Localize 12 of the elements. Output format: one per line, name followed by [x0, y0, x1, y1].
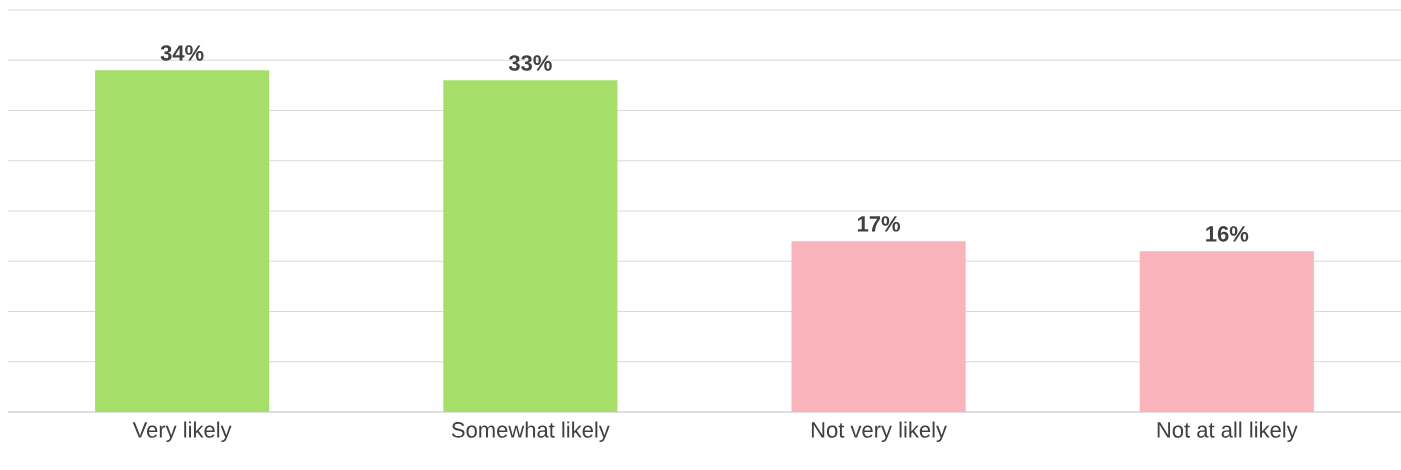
data-label: 33%	[508, 55, 552, 71]
x-tick-label: Somewhat likely	[451, 421, 610, 443]
x-tick-label: Very likely	[132, 421, 232, 443]
bar	[791, 241, 966, 412]
x-tick-label: Not at all likely	[1157, 421, 1298, 443]
bar	[443, 80, 618, 412]
bar	[1139, 251, 1314, 412]
bar	[95, 70, 270, 412]
data-label: 34%	[160, 45, 204, 61]
data-label: 16%	[1206, 226, 1249, 242]
x-tick-label: Not very likely	[811, 421, 947, 443]
data-label: 17%	[857, 216, 901, 232]
